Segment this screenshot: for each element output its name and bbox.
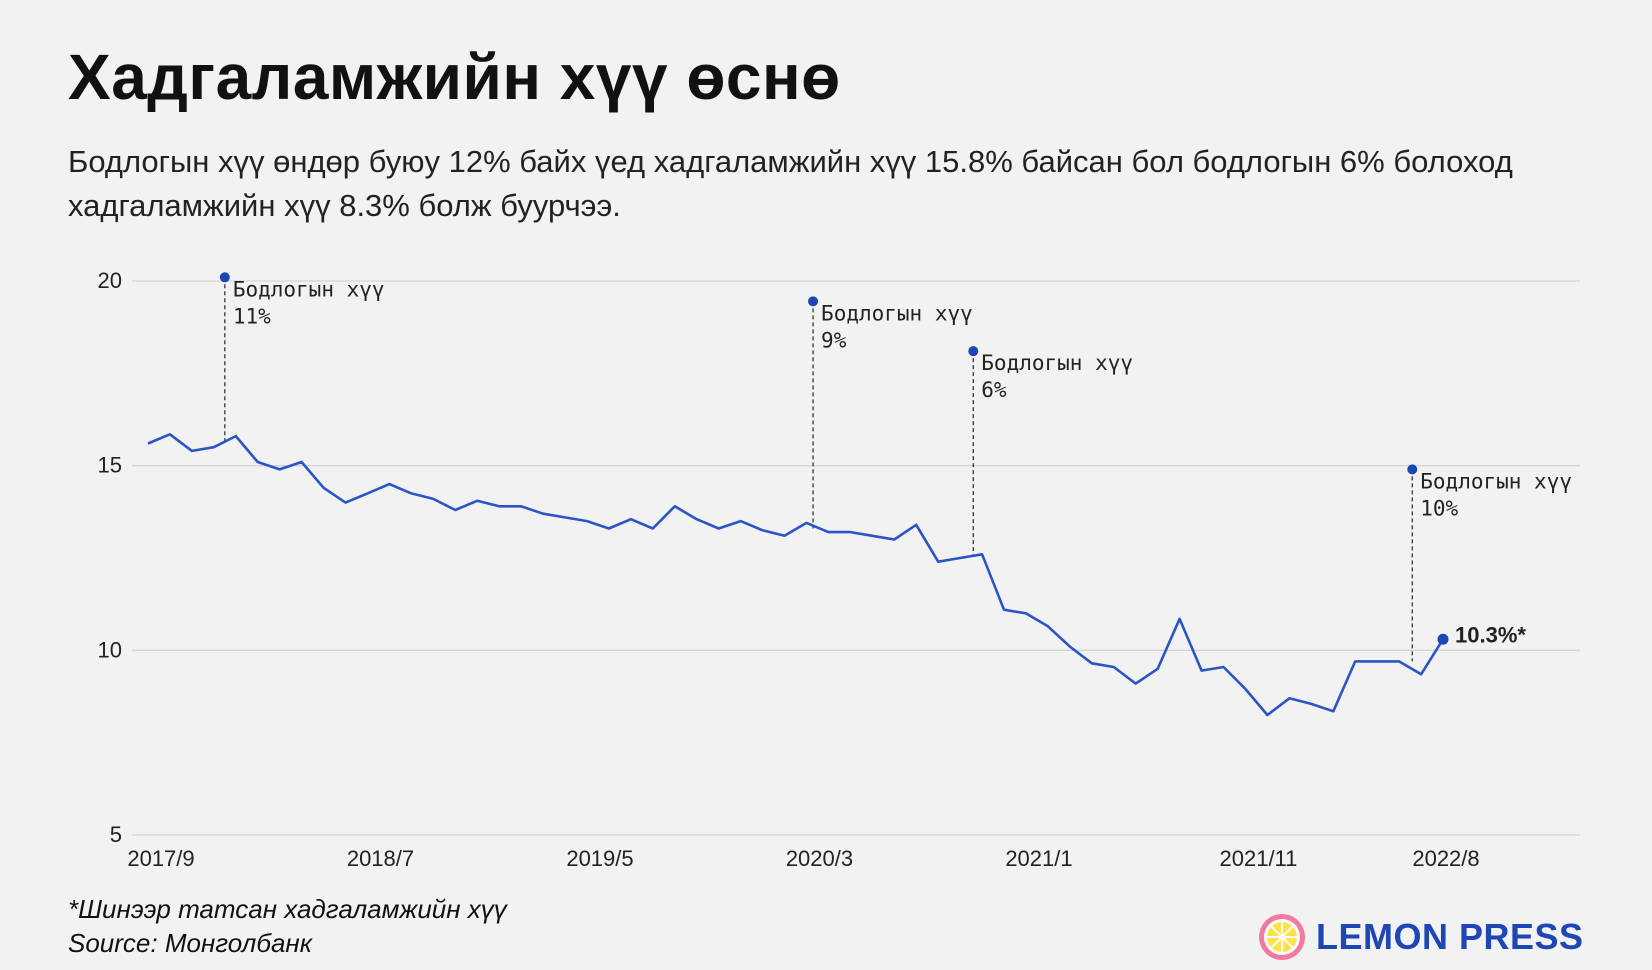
annotation-value-2: 6% <box>981 378 1007 402</box>
y-tick-label-20: 20 <box>98 268 122 293</box>
annotation-label-3: Бодлогын хүү <box>1420 469 1572 493</box>
annotations: Бодлогын хүү 11% Бодлогын хүү 9% Бодлогын хү… <box>219 272 1572 662</box>
annotation-label-2: Бодлогын хүү <box>981 351 1133 375</box>
chart-subtitle: Бодлогын хүү өндөр буюу 12% байх үед хад… <box>68 144 1513 223</box>
annotation-marker-0 <box>219 272 230 283</box>
annotation-value-1: 9% <box>821 328 847 352</box>
footnote: *Шинээр татсан хадгаламжийн хүү <box>68 894 507 924</box>
y-tick-label-10: 10 <box>98 637 122 662</box>
annotation-value-3: 10% <box>1420 496 1458 520</box>
source-note: Source: Монголбанк <box>68 928 313 958</box>
x-tick-label-4: 2021/1 <box>1005 846 1072 871</box>
end-point-label: 10.3%* <box>1455 622 1526 647</box>
x-axis-ticks: 2017/9 2018/7 2019/5 2020/3 2021/1 2021/11 202… <box>127 846 1479 871</box>
annotation-label-0: Бодлогын хүү <box>233 277 385 301</box>
end-point-marker <box>1437 633 1449 645</box>
logo-text: LEMON PRESS <box>1316 916 1584 957</box>
lemon-logo-icon <box>1259 914 1305 960</box>
grid-lines <box>132 280 1580 836</box>
lemon-press-logo: LEMON PRESS <box>1258 913 1584 961</box>
x-tick-label-0: 2017/9 <box>127 846 194 871</box>
y-tick-label-5: 5 <box>110 822 122 847</box>
annotation-marker-3 <box>1407 464 1418 475</box>
x-tick-label-2: 2019/5 <box>566 846 633 871</box>
chart-title: Хадгаламжийн хүү өснө <box>68 41 841 113</box>
series-line <box>147 433 1445 717</box>
x-tick-label-6: 2022/8 <box>1412 846 1479 871</box>
annotation-label-1: Бодлогын хүү <box>821 301 973 325</box>
annotation-value-0: 11% <box>233 304 271 328</box>
x-tick-label-3: 2020/3 <box>786 846 853 871</box>
x-tick-label-1: 2018/7 <box>347 846 414 871</box>
annotation-marker-2 <box>968 346 979 357</box>
annotation-marker-1 <box>808 296 819 307</box>
y-axis-ticks: 5 10 15 20 <box>98 268 122 847</box>
y-tick-label-15: 15 <box>98 453 122 478</box>
x-tick-label-5: 2021/11 <box>1220 846 1298 871</box>
